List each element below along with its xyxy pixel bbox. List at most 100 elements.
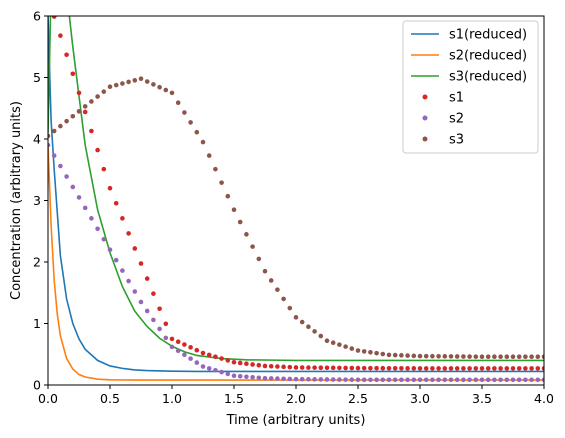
point-s2 [368,377,373,383]
point-s3 [244,232,249,237]
point-s1 [225,358,231,363]
point-s3 [473,354,479,359]
legend-label: s1(reduced) [449,28,527,43]
point-s3 [293,315,299,320]
point-s3 [281,296,286,302]
point-s2 [250,374,255,380]
series-s1(reduced) [48,16,544,373]
series-line-s3(reduced) [48,16,544,362]
point-s2 [244,374,249,380]
point-s2 [423,377,429,383]
axes: 0.0 0.5 1.0 1.5 2.0 2.5 3.0 3.5 4.0 0 1 2 3 4 5 6 [33,9,554,407]
legend-entry-s2(reduced): s2(reduced) [411,49,527,64]
point-s3 [163,87,169,93]
point-s1 [157,306,162,312]
point-s2 [535,377,541,383]
point-s1 [492,366,497,371]
point-s1 [101,166,107,172]
series-line-s2(reduced) [48,145,544,381]
legend-label: s2 [449,112,464,127]
point-s3 [529,354,534,360]
point-s3 [299,319,305,325]
point-s2 [126,278,131,284]
plot-area [48,16,544,383]
legend: s1(reduced) s2(reduced) s3(reduced) s1 s2 s3 [402,20,539,154]
point-s3 [169,90,175,96]
point-s2 [479,377,485,383]
point-s1 [132,246,138,251]
point-s2 [380,377,386,383]
point-s1 [392,365,398,371]
point-s1 [113,200,119,206]
point-s3 [262,268,268,274]
point-s1 [467,366,472,371]
series-s1 [51,16,544,371]
point-s2 [70,184,76,190]
legend-entry-s1: s1 [422,91,464,106]
point-s3 [361,349,367,354]
point-s3 [237,219,243,225]
x-tick-label: 3.0 [410,391,430,406]
series-line-s1(reduced) [48,16,544,373]
point-s1 [498,366,503,371]
point-s3 [430,353,435,359]
point-s2 [194,360,200,365]
point-s1 [126,231,131,236]
point-s1 [95,147,100,153]
point-s2 [256,375,262,381]
legend-label: s3 [449,133,464,148]
point-s2 [182,352,187,358]
point-s3 [417,353,423,359]
point-s1 [337,365,342,371]
point-s3 [51,128,57,134]
point-s1 [343,365,348,371]
point-s1 [541,366,544,371]
point-s2 [405,377,410,383]
point-s1 [448,366,454,371]
point-s1 [175,339,181,345]
point-s2 [82,205,88,211]
point-s3 [101,89,107,94]
point-s1 [417,366,423,371]
x-tick-label: 0.0 [38,391,58,406]
point-s1 [529,366,534,371]
series-s2(reduced) [48,145,544,381]
point-s2 [318,377,324,382]
point-s2 [206,366,212,371]
point-s3 [132,78,138,83]
point-s3 [70,113,76,119]
point-s3 [107,84,113,90]
y-tick-label: 5 [33,70,41,85]
point-s3 [510,354,516,360]
point-s1 [454,366,460,371]
point-s2 [262,375,268,381]
point-s1 [76,90,82,96]
point-s3 [225,193,231,199]
point-s3 [485,354,491,360]
point-s3 [151,82,156,87]
x-tick-label: 2.0 [286,391,306,406]
point-s1 [330,365,336,371]
point-s3 [76,109,82,114]
point-s1 [430,366,435,371]
point-s2 [324,377,330,382]
legend-swatch [422,94,428,100]
point-s3 [330,340,336,345]
point-s1 [262,363,268,369]
point-s2 [120,268,125,273]
x-tick-label: 0.5 [100,391,120,406]
point-s3 [213,166,218,172]
point-s2 [448,377,454,383]
legend-label: s3(reduced) [449,70,527,85]
point-s1 [411,366,417,371]
point-s3 [287,305,293,311]
point-s2 [169,344,175,350]
point-s3 [392,352,398,358]
point-s2 [411,377,417,383]
point-s3 [492,354,497,360]
point-s3 [306,324,311,330]
point-s1 [349,365,355,371]
point-s1 [380,365,386,371]
point-s2 [293,376,299,382]
